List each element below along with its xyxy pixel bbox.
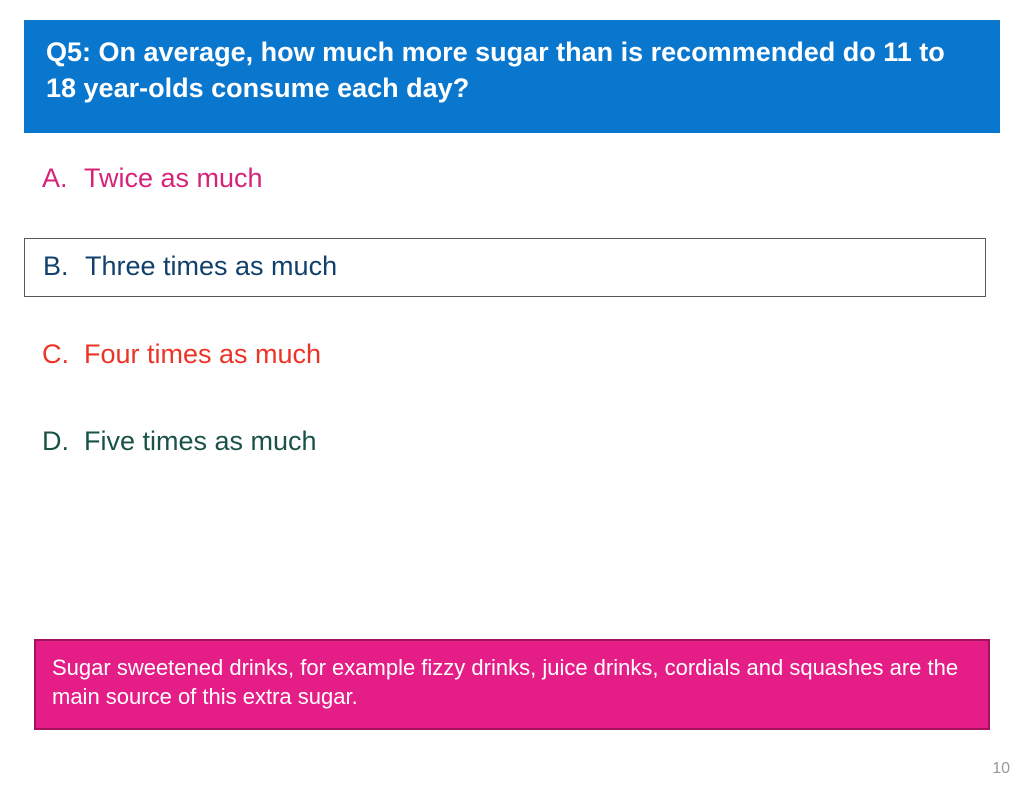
option-text: Three times as much	[85, 251, 337, 282]
option-letter: C.	[42, 339, 84, 370]
option-text: Twice as much	[84, 163, 263, 194]
option-a[interactable]: A. Twice as much	[24, 151, 1000, 208]
question-header: Q5: On average, how much more sugar than…	[24, 20, 1000, 133]
options-list: A. Twice as much B. Three times as much …	[24, 151, 1000, 471]
option-c[interactable]: C. Four times as much	[24, 327, 1000, 384]
option-d[interactable]: D. Five times as much	[24, 414, 1000, 471]
option-letter: A.	[42, 163, 84, 194]
page-number: 10	[992, 760, 1010, 778]
option-letter: B.	[43, 251, 85, 282]
option-letter: D.	[42, 426, 84, 457]
info-box: Sugar sweetened drinks, for example fizz…	[34, 639, 990, 730]
option-text: Five times as much	[84, 426, 317, 457]
option-text: Four times as much	[84, 339, 321, 370]
option-b[interactable]: B. Three times as much	[24, 238, 986, 297]
